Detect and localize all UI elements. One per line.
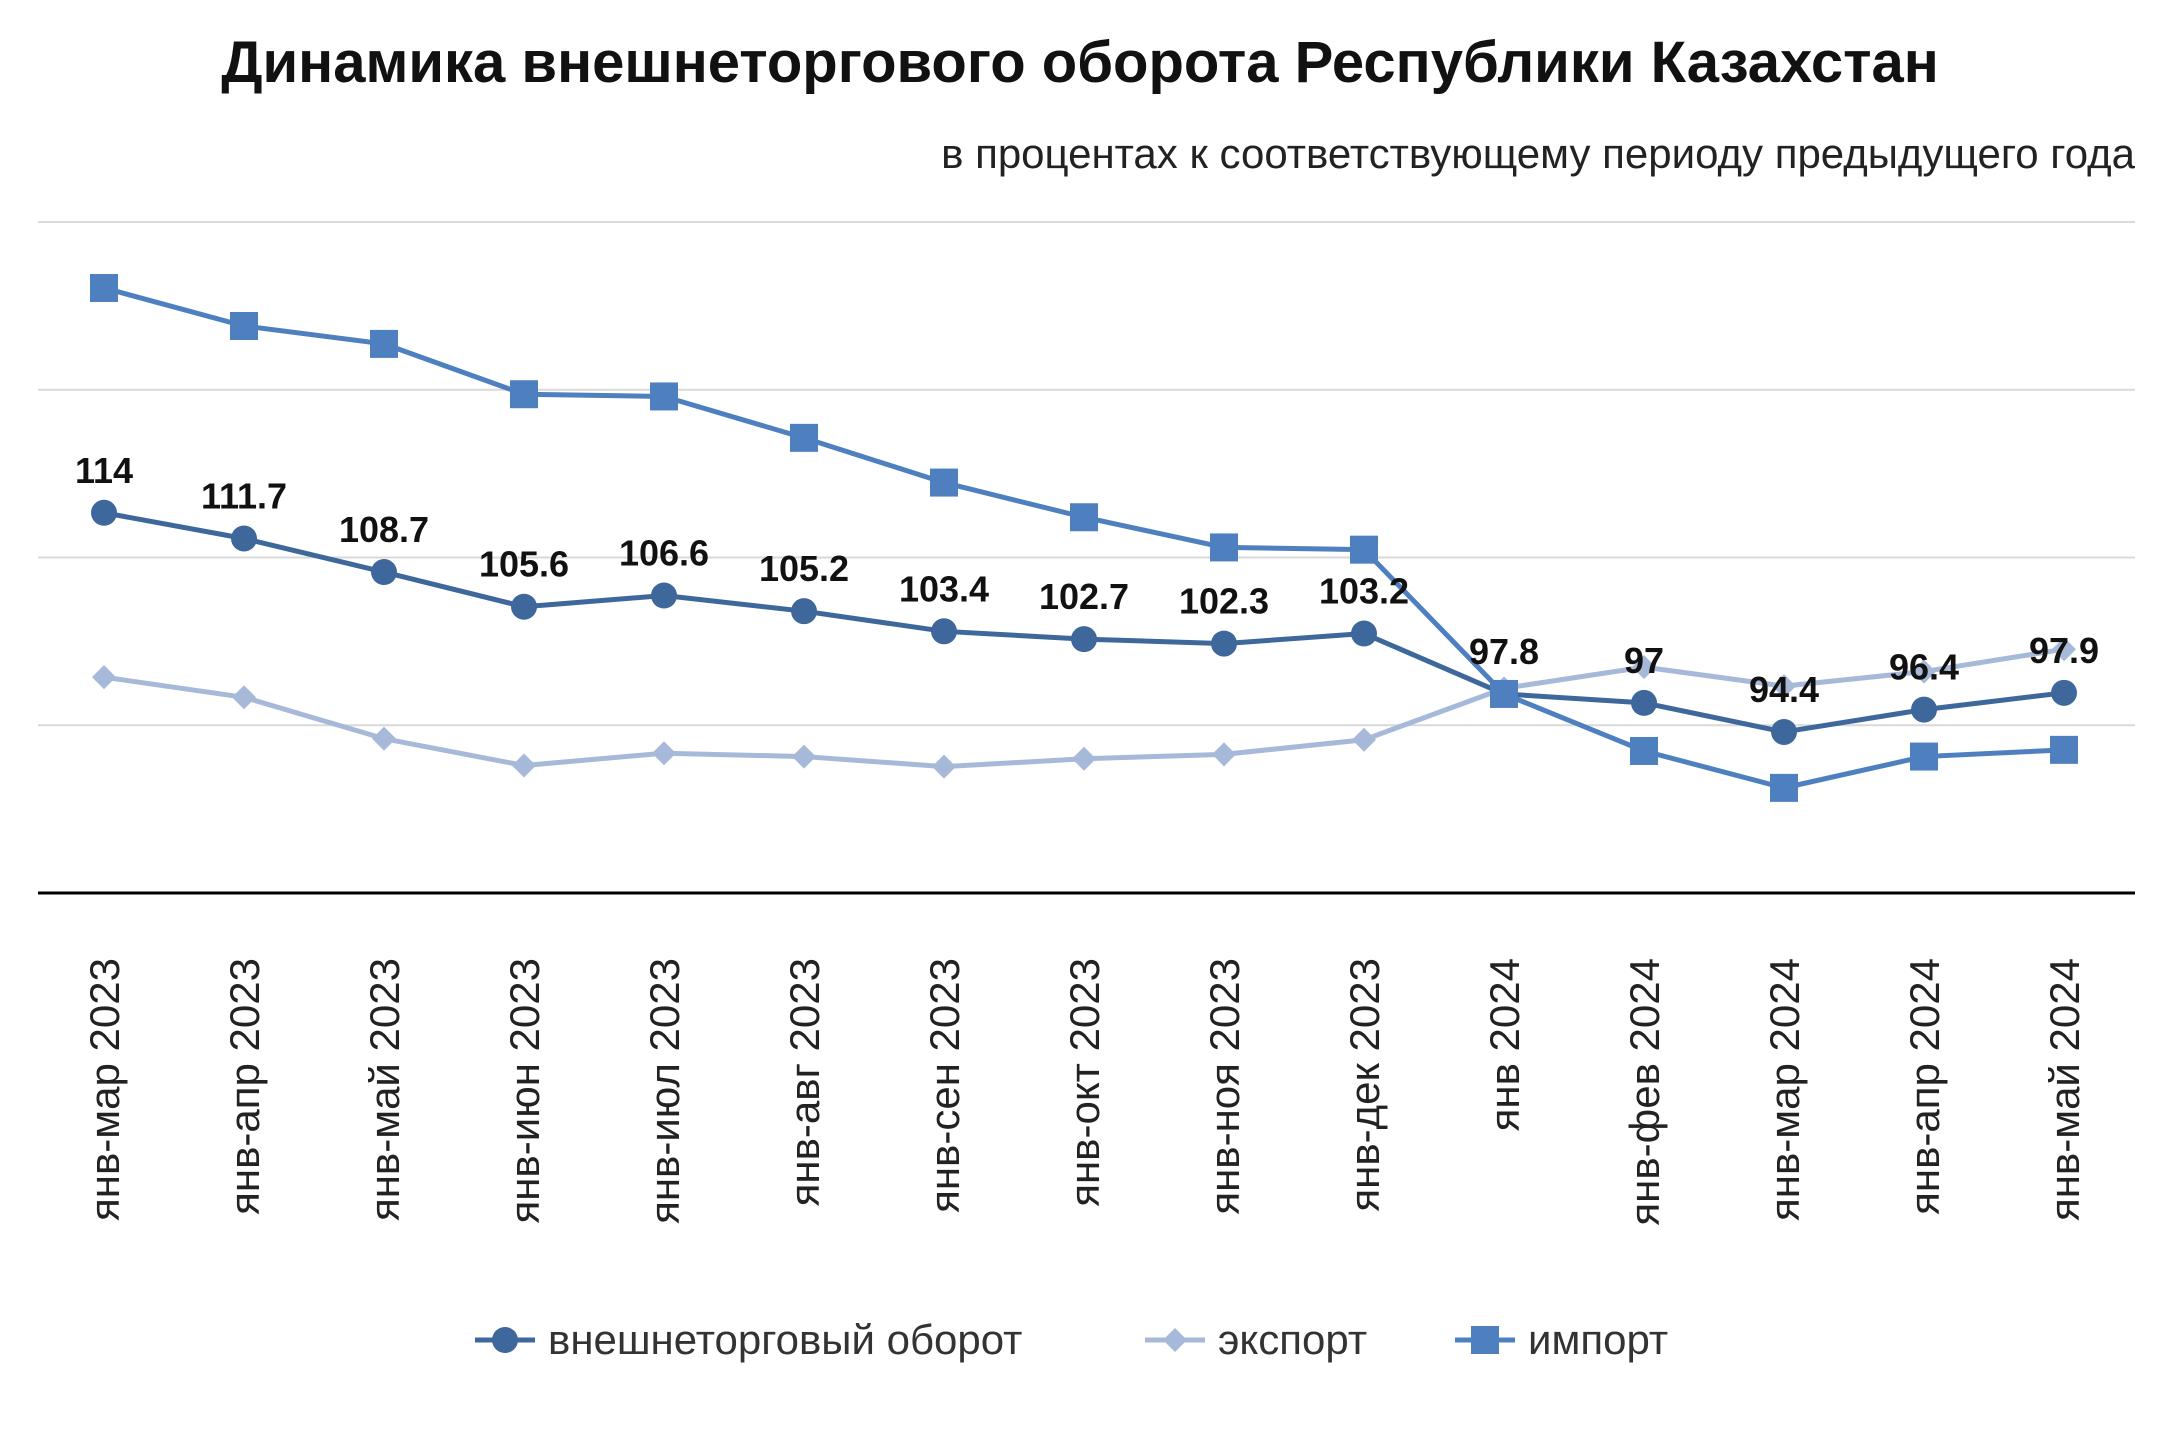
- data-label: 97.8: [1469, 631, 1539, 672]
- data-point-circle: [1351, 620, 1377, 647]
- data-labels: 114 111.7 108.7 105.6 106.6 105.2 103.4 102.7 10…: [75, 450, 2099, 710]
- data-point-square: [230, 312, 258, 341]
- chart-title: Динамика внешнеторгового оборота Республ…: [221, 30, 1939, 95]
- data-point-square: [1630, 736, 1658, 765]
- data-label: 96.4: [1889, 647, 1959, 688]
- series-square: [90, 273, 2078, 802]
- x-axis-tick-labels: янв-мар 2023 янв-апр 2023 янв-май 2023 янв-…: [81, 958, 2088, 1226]
- x-tick-label: янв-фев 2024: [1621, 958, 1668, 1226]
- data-label: 108.7: [339, 509, 429, 550]
- x-tick-label: янв-июн 2023: [501, 958, 548, 1224]
- data-label: 111.7: [201, 475, 287, 516]
- data-point-square: [1070, 503, 1098, 532]
- data-point-circle: [1071, 626, 1097, 653]
- data-point-circle: [931, 618, 957, 645]
- data-label: 97: [1624, 640, 1664, 681]
- x-tick-label: янв-окт 2023: [1061, 958, 1108, 1207]
- x-tick-label: янв-мар 2023: [81, 958, 128, 1221]
- data-label: 102.3: [1179, 581, 1269, 622]
- data-label: 114: [75, 450, 133, 491]
- data-label: 97.9: [2029, 630, 2099, 671]
- data-point-circle: [91, 499, 117, 526]
- data-point-circle: [791, 598, 817, 625]
- chart-subtitle: в процентах к соответствующему периоду п…: [941, 130, 2136, 177]
- legend-item-circle: внешнеторговый оборот: [475, 1316, 1022, 1363]
- x-tick-label: янв-мар 2024: [1761, 958, 1808, 1221]
- data-point-square: [1350, 535, 1378, 564]
- data-point-diamond: [932, 754, 956, 779]
- data-point-diamond: [1912, 659, 1936, 684]
- data-point-square: [1210, 533, 1238, 562]
- data-point-square: [2050, 735, 2078, 764]
- legend-label: экспорт: [1218, 1316, 1367, 1363]
- legend-label: импорт: [1528, 1316, 1668, 1363]
- data-point-diamond: [2052, 637, 2076, 662]
- data-point-diamond: [652, 741, 676, 766]
- data-label: 102.7: [1039, 576, 1129, 617]
- data-label: 103.4: [899, 568, 989, 609]
- data-point-diamond: [1632, 655, 1656, 680]
- legend-marker-circle: [492, 1327, 518, 1353]
- series-layer: 114 111.7 108.7 105.6 106.6 105.2 103.4 102.7 10…: [75, 273, 2099, 802]
- x-tick-label: янв-ноя 2023: [1201, 958, 1248, 1215]
- data-point-square: [1910, 742, 1938, 771]
- x-tick-label: янв-май 2024: [2041, 958, 2088, 1221]
- x-tick-label: янв-июл 2023: [641, 958, 688, 1224]
- data-point-square: [930, 468, 958, 497]
- data-point-circle: [1631, 689, 1657, 716]
- data-point-square: [90, 273, 118, 302]
- data-point-square: [370, 329, 398, 358]
- x-tick-label: янв-сен 2023: [921, 958, 968, 1213]
- data-point-diamond: [92, 665, 116, 690]
- data-point-circle: [1771, 718, 1797, 745]
- data-label: 103.2: [1319, 571, 1409, 612]
- legend-item-square: импорт: [1455, 1316, 1668, 1363]
- data-point-diamond: [232, 685, 256, 710]
- data-point-circle: [651, 582, 677, 609]
- data-point-circle: [1911, 696, 1937, 723]
- data-point-diamond: [1352, 727, 1376, 752]
- data-point-circle: [511, 593, 537, 620]
- gridlines: [38, 221, 2135, 895]
- data-point-diamond: [372, 726, 396, 751]
- legend: внешнеторговый оборот экспорт импорт: [475, 1316, 1668, 1363]
- data-point-diamond: [1772, 674, 1796, 699]
- x-tick-label: янв-апр 2024: [1901, 958, 1948, 1215]
- data-label: 105.6: [479, 544, 569, 585]
- data-label: 106.6: [619, 533, 709, 574]
- series-circle: [91, 499, 2077, 745]
- data-point-square: [1770, 773, 1798, 802]
- data-point-diamond: [1072, 746, 1096, 771]
- x-tick-label: янв-дек 2023: [1341, 958, 1388, 1212]
- data-point-circle: [371, 559, 397, 586]
- data-point-square: [1490, 679, 1518, 708]
- data-point-circle: [2051, 679, 2077, 706]
- data-point-circle: [1211, 630, 1237, 657]
- data-point-diamond: [792, 744, 816, 769]
- data-label: 105.2: [759, 548, 849, 589]
- data-point-square: [650, 382, 678, 411]
- x-tick-label: янв 2024: [1481, 958, 1528, 1131]
- legend-item-diamond: экспорт: [1145, 1316, 1367, 1363]
- data-point-square: [790, 423, 818, 452]
- legend-marker-diamond: [1163, 1328, 1187, 1352]
- data-point-diamond: [1212, 742, 1236, 767]
- legend-label: внешнеторговый оборот: [548, 1316, 1022, 1363]
- data-point-circle: [231, 525, 257, 552]
- x-tick-label: янв-май 2023: [361, 958, 408, 1221]
- data-label: 94.4: [1749, 669, 1819, 710]
- data-point-diamond: [512, 753, 536, 778]
- legend-marker-square: [1471, 1326, 1499, 1354]
- x-tick-label: янв-апр 2023: [221, 958, 268, 1215]
- data-point-square: [510, 380, 538, 409]
- x-tick-label: янв-авг 2023: [781, 958, 828, 1206]
